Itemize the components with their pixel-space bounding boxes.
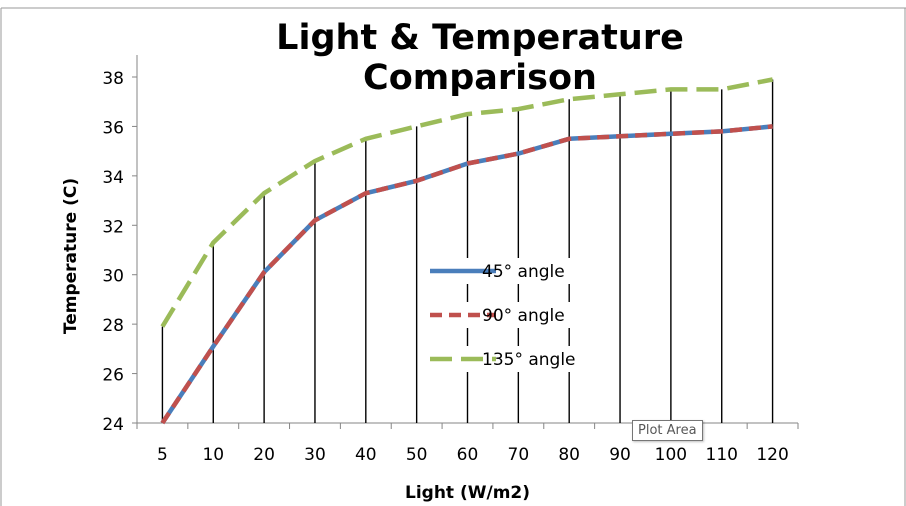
series-lines — [160, 77, 774, 425]
x-tick-label: 40 — [355, 445, 377, 465]
legend-label-1: 90° angle — [482, 306, 565, 326]
y-tick-label: 30 — [102, 267, 124, 287]
y-tick-label: 34 — [102, 168, 124, 188]
x-tick-label: 60 — [457, 445, 479, 465]
y-axis-title: Temperature (C) — [61, 178, 81, 334]
legend-bg-2 — [428, 346, 603, 372]
series-line-2 — [160, 77, 774, 328]
x-tick-label: 100 — [655, 445, 687, 465]
series-line-1 — [160, 124, 773, 425]
x-tick-label: 20 — [253, 445, 275, 465]
y-tick-label: 36 — [102, 118, 124, 138]
plot-area-tooltip: Plot Area — [632, 420, 703, 441]
x-tick-label: 110 — [706, 445, 738, 465]
legend-label-0: 45° angle — [482, 262, 565, 282]
y-tick-label: 32 — [102, 217, 124, 237]
drop-lines — [161, 79, 774, 423]
x-tick-label: 90 — [609, 445, 631, 465]
y-tick-label: 28 — [102, 316, 124, 336]
legend-label-2: 135° angle — [482, 350, 576, 370]
chart-title: Light & Temperature Comparison — [276, 18, 684, 98]
y-tick-label: 38 — [102, 69, 124, 89]
x-tick-label: 70 — [508, 445, 530, 465]
axis-titles: Light (W/m2) Temperature (C) — [61, 178, 530, 503]
axes: 24 26 28 30 32 34 36 38 5 10 20 30 40 50 60 70 80 90 100 11… — [102, 55, 799, 465]
legend[interactable]: 45° angle 90° angle 135° angle — [428, 258, 603, 372]
x-tick-label: 30 — [304, 445, 326, 465]
y-tick-label: 24 — [102, 415, 124, 435]
x-tick-label: 120 — [756, 445, 788, 465]
x-tick-label: 50 — [406, 445, 428, 465]
x-tick-label: 5 — [157, 445, 168, 465]
x-axis-title: Light (W/m2) — [405, 483, 530, 503]
x-tick-label: 10 — [202, 445, 224, 465]
x-tick-label: 80 — [558, 445, 580, 465]
y-tick-label: 26 — [102, 366, 124, 386]
